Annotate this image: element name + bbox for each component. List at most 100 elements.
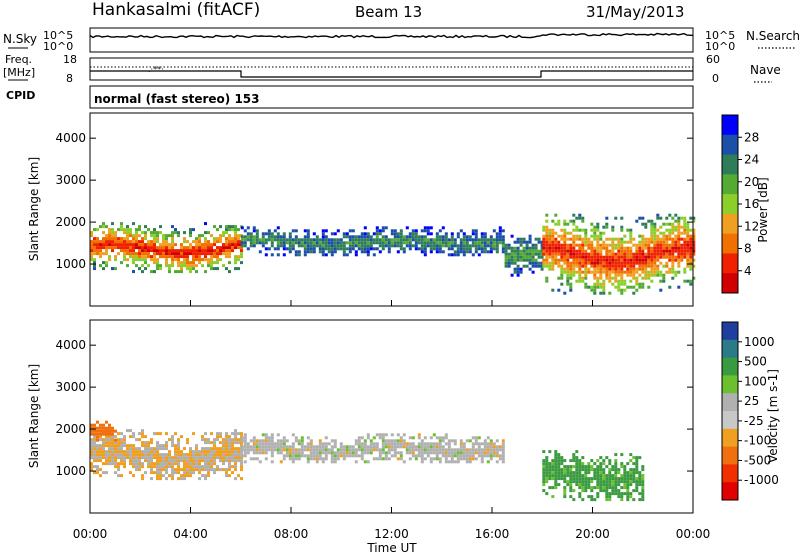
power-cell bbox=[584, 258, 588, 262]
power-cell bbox=[444, 232, 448, 236]
velocity-cell bbox=[405, 451, 409, 455]
power-cell bbox=[480, 241, 484, 245]
power-cell bbox=[378, 250, 382, 254]
power-cell bbox=[528, 246, 532, 250]
velocity-cell bbox=[381, 433, 385, 437]
power-cell bbox=[462, 253, 466, 257]
velocity-cell bbox=[108, 456, 111, 460]
power-cell bbox=[351, 244, 355, 248]
power-cell bbox=[222, 231, 225, 235]
power-cell bbox=[354, 238, 358, 242]
power-cell bbox=[153, 252, 156, 256]
velocity-cell bbox=[120, 447, 123, 451]
power-cell bbox=[665, 261, 669, 265]
velocity-cell bbox=[551, 462, 555, 466]
velocity-cell bbox=[270, 451, 274, 455]
power-cell bbox=[569, 243, 573, 247]
velocity-cell bbox=[465, 457, 469, 461]
velocity-cell bbox=[605, 474, 609, 478]
velocity-cell bbox=[614, 477, 618, 481]
velocity-cell bbox=[459, 439, 463, 443]
power-cell bbox=[599, 264, 603, 268]
power-cell bbox=[611, 243, 615, 247]
velocity-cell bbox=[162, 459, 165, 463]
velocity-cell bbox=[291, 460, 295, 464]
velocity-cell bbox=[189, 459, 192, 463]
velocity-cell bbox=[315, 460, 319, 464]
power-cell bbox=[689, 258, 693, 262]
power-cell bbox=[554, 213, 558, 217]
power-cell bbox=[447, 253, 451, 257]
power-cell bbox=[234, 231, 237, 235]
velocity-cell bbox=[489, 448, 493, 452]
power-cell bbox=[531, 243, 535, 247]
velocity-cell bbox=[99, 426, 102, 430]
power-cell bbox=[189, 231, 192, 235]
power-cell bbox=[435, 250, 439, 254]
power-cell bbox=[677, 264, 681, 268]
power-cell bbox=[507, 261, 511, 265]
power-cell bbox=[102, 222, 105, 226]
velocity-cell bbox=[608, 477, 612, 481]
power-cell bbox=[162, 243, 165, 247]
power-cell bbox=[93, 264, 96, 268]
velocity-cell bbox=[438, 442, 442, 446]
power-cell bbox=[459, 241, 463, 245]
power-cell bbox=[408, 238, 412, 242]
power-cell bbox=[647, 219, 651, 223]
power-cell bbox=[560, 252, 564, 256]
power-cell bbox=[683, 219, 687, 223]
velocity-cell bbox=[468, 460, 472, 464]
velocity-cell bbox=[614, 486, 618, 490]
velocity-cell bbox=[138, 438, 141, 442]
power-cell bbox=[222, 234, 225, 238]
velocity-cell bbox=[129, 471, 132, 475]
velocity-cell bbox=[111, 429, 114, 433]
power-cell bbox=[168, 252, 171, 256]
power-cell bbox=[240, 255, 243, 259]
power-cell bbox=[159, 246, 162, 250]
velocity-cell bbox=[288, 448, 292, 452]
velocity-cell bbox=[300, 454, 304, 458]
power-cell bbox=[584, 285, 588, 289]
velocity-cell bbox=[480, 454, 484, 458]
power-cell bbox=[641, 276, 645, 280]
colorbar-swatch bbox=[722, 174, 738, 195]
colorbar-tick-label: 20 bbox=[744, 175, 759, 189]
velocity-cell bbox=[569, 468, 573, 472]
power-cell bbox=[641, 237, 645, 241]
power-cell bbox=[575, 252, 579, 256]
power-cell bbox=[677, 231, 681, 235]
velocity-cell bbox=[387, 439, 391, 443]
velocity-cell bbox=[93, 459, 96, 463]
power-cell bbox=[575, 228, 579, 232]
power-cell bbox=[276, 238, 280, 242]
power-cell bbox=[294, 250, 298, 254]
power-cell bbox=[438, 241, 442, 245]
power-cell bbox=[282, 244, 286, 248]
power-cell bbox=[653, 246, 657, 250]
velocity-cell bbox=[572, 477, 576, 481]
velocity-cell bbox=[216, 438, 219, 442]
power-cell bbox=[671, 261, 675, 265]
power-cell bbox=[611, 228, 615, 232]
power-cell bbox=[486, 250, 490, 254]
power-cell bbox=[165, 255, 168, 259]
power-cell bbox=[584, 252, 588, 256]
velocity-cell bbox=[542, 474, 546, 478]
velocity-cell bbox=[225, 432, 228, 436]
power-cell bbox=[680, 225, 684, 229]
power-cell bbox=[548, 255, 552, 259]
power-cell bbox=[222, 264, 225, 268]
power-cell bbox=[638, 264, 642, 268]
velocity-cell bbox=[363, 442, 367, 446]
power-cell bbox=[569, 261, 573, 265]
velocity-cell bbox=[204, 441, 207, 445]
power-cell bbox=[578, 237, 582, 241]
velocity-cell bbox=[174, 450, 177, 454]
velocity-cell bbox=[231, 438, 234, 442]
power-cell bbox=[465, 238, 469, 242]
power-cell bbox=[581, 255, 585, 259]
power-cell bbox=[486, 241, 490, 245]
